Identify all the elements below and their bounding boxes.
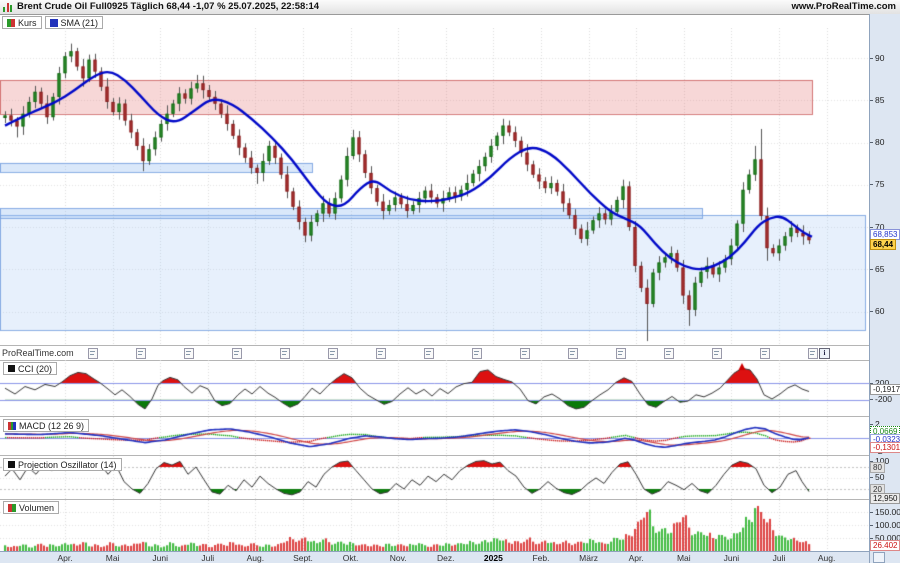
projection-label-box[interactable]: Projection Oszillator (14) xyxy=(3,458,122,471)
price-tick-60: 60 xyxy=(869,306,885,316)
month-label-4: Aug. xyxy=(246,553,265,563)
price-tick-80: 80 xyxy=(869,137,885,147)
price-tick-90: 90 xyxy=(869,52,885,63)
cci-tick--200: -200 xyxy=(869,394,893,405)
month-label-2: Juni xyxy=(152,553,168,563)
header-bar: Brent Crude Oil Full0925 Täglich 68,44 -… xyxy=(0,0,900,15)
time-axis-strip[interactable] xyxy=(0,551,869,563)
month-label-12: Apr. xyxy=(628,553,644,563)
cci-panel-canvas[interactable] xyxy=(0,360,869,416)
event-marker-icon[interactable] xyxy=(712,348,722,359)
month-label-5: Sept. xyxy=(293,553,313,563)
event-marker-icon[interactable] xyxy=(232,348,242,359)
separator xyxy=(0,416,869,417)
cci-icon xyxy=(8,365,15,372)
month-label-6: Okt. xyxy=(342,553,359,563)
month-label-15: Juli xyxy=(772,553,786,563)
month-label-11: März xyxy=(579,553,599,563)
price-tick-85: 85 xyxy=(869,94,885,105)
separator xyxy=(0,499,869,500)
event-marker-icon[interactable] xyxy=(568,348,578,359)
proj-tick-50: 50 xyxy=(869,472,885,483)
event-marker-icon[interactable] xyxy=(616,348,626,359)
watermark: ProRealTime.com xyxy=(2,348,74,358)
month-label-13: Mai xyxy=(676,553,691,563)
macd-icon xyxy=(8,421,17,430)
month-label-7: Nov. xyxy=(389,553,407,563)
projection-label: Projection Oszillator (14) xyxy=(18,459,117,470)
candles-icon xyxy=(7,18,15,27)
vol-tick-0: 150.000 xyxy=(870,507,900,517)
volume-panel-canvas[interactable] xyxy=(0,500,869,551)
month-label-9: 2025 xyxy=(483,553,503,563)
macd-tick-2: 2 xyxy=(870,418,880,429)
macd-label: MACD (12 26 9) xyxy=(19,420,85,431)
price-axis-column[interactable] xyxy=(869,14,900,563)
month-label-3: Juli xyxy=(201,553,215,563)
event-marker-icon[interactable] xyxy=(664,348,674,359)
event-marker-icon[interactable] xyxy=(520,348,530,359)
event-marker-icon[interactable] xyxy=(808,348,818,359)
proj-tick-100: 100 xyxy=(869,455,890,466)
cci-label: CCI (20) xyxy=(18,363,53,374)
macd-panel-canvas[interactable] xyxy=(0,417,869,455)
macd-signal-badge: -0,1301 xyxy=(870,442,900,453)
instrument-title: Brent Crude Oil Full0925 Täglich 68,44 -… xyxy=(17,1,320,12)
cci-label-box[interactable]: CCI (20) xyxy=(3,362,58,375)
app-chart-icon xyxy=(3,2,14,12)
event-marker-icon[interactable] xyxy=(472,348,482,359)
event-marker-icon[interactable] xyxy=(88,348,98,359)
projection-icon xyxy=(8,461,15,468)
month-label-0: Apr. xyxy=(57,553,73,563)
proj-value-badge: 12,950 xyxy=(870,492,900,504)
projection-panel-canvas[interactable] xyxy=(0,456,869,499)
event-marker-icon[interactable] xyxy=(424,348,434,359)
volume-value-badge: 26.402 xyxy=(870,540,900,551)
price-chart-canvas[interactable] xyxy=(0,28,869,345)
month-label-10: Feb. xyxy=(532,553,550,563)
last-price-badge: 68,44 xyxy=(870,239,897,250)
month-label-8: Dez. xyxy=(437,553,455,563)
event-marker-icon[interactable] xyxy=(136,348,146,359)
event-marker-icon[interactable] xyxy=(184,348,194,359)
legend-row: Kurs SMA (21) xyxy=(2,16,104,29)
price-tick-75: 75 xyxy=(869,179,885,190)
timeline-row[interactable]: ProRealTime.com i xyxy=(0,345,869,361)
sma-line-icon xyxy=(49,18,58,27)
vol-tick-2: 50.000 xyxy=(870,532,900,543)
info-icon[interactable]: i xyxy=(819,348,830,359)
separator xyxy=(0,455,869,456)
price-tick-65: 65 xyxy=(869,263,885,274)
site-url: www.ProRealTime.com xyxy=(791,1,896,12)
cci-value-badge: -0,1917 xyxy=(870,384,900,395)
volume-icon xyxy=(8,503,16,512)
corner-tool-icon[interactable] xyxy=(873,552,885,563)
proj-level80-badge: 80 xyxy=(870,462,885,473)
month-label-16: Aug. xyxy=(817,553,836,563)
volume-label-box[interactable]: Volumen xyxy=(3,501,60,514)
legend-kurs-label: Kurs xyxy=(18,17,37,28)
vol-tick-1: 100.000 xyxy=(870,520,900,530)
price-tick-70: 70 xyxy=(869,221,885,232)
month-label-1: Mai xyxy=(105,553,120,563)
event-marker-icon[interactable] xyxy=(328,348,338,359)
event-marker-icon[interactable] xyxy=(760,348,770,359)
event-marker-icon[interactable] xyxy=(376,348,386,359)
macd-label-box[interactable]: MACD (12 26 9) xyxy=(3,419,90,432)
legend-sma-label: SMA (21) xyxy=(60,17,99,28)
month-label-14: Juni xyxy=(723,553,740,563)
volume-label: Volumen xyxy=(19,502,55,513)
event-marker-icon[interactable] xyxy=(280,348,290,359)
cci-tick-200: 200 xyxy=(869,377,890,388)
